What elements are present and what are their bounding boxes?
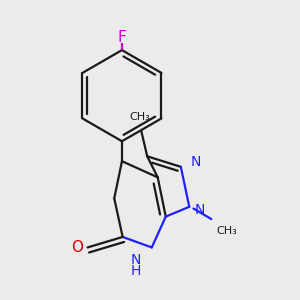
Text: F: F xyxy=(118,30,126,45)
Text: N: N xyxy=(191,154,201,169)
Text: H: H xyxy=(131,264,141,278)
Text: CH₃: CH₃ xyxy=(129,112,150,122)
Text: O: O xyxy=(71,240,83,255)
Text: CH₃: CH₃ xyxy=(217,226,237,236)
Text: N: N xyxy=(131,253,141,267)
Text: N: N xyxy=(194,202,205,217)
